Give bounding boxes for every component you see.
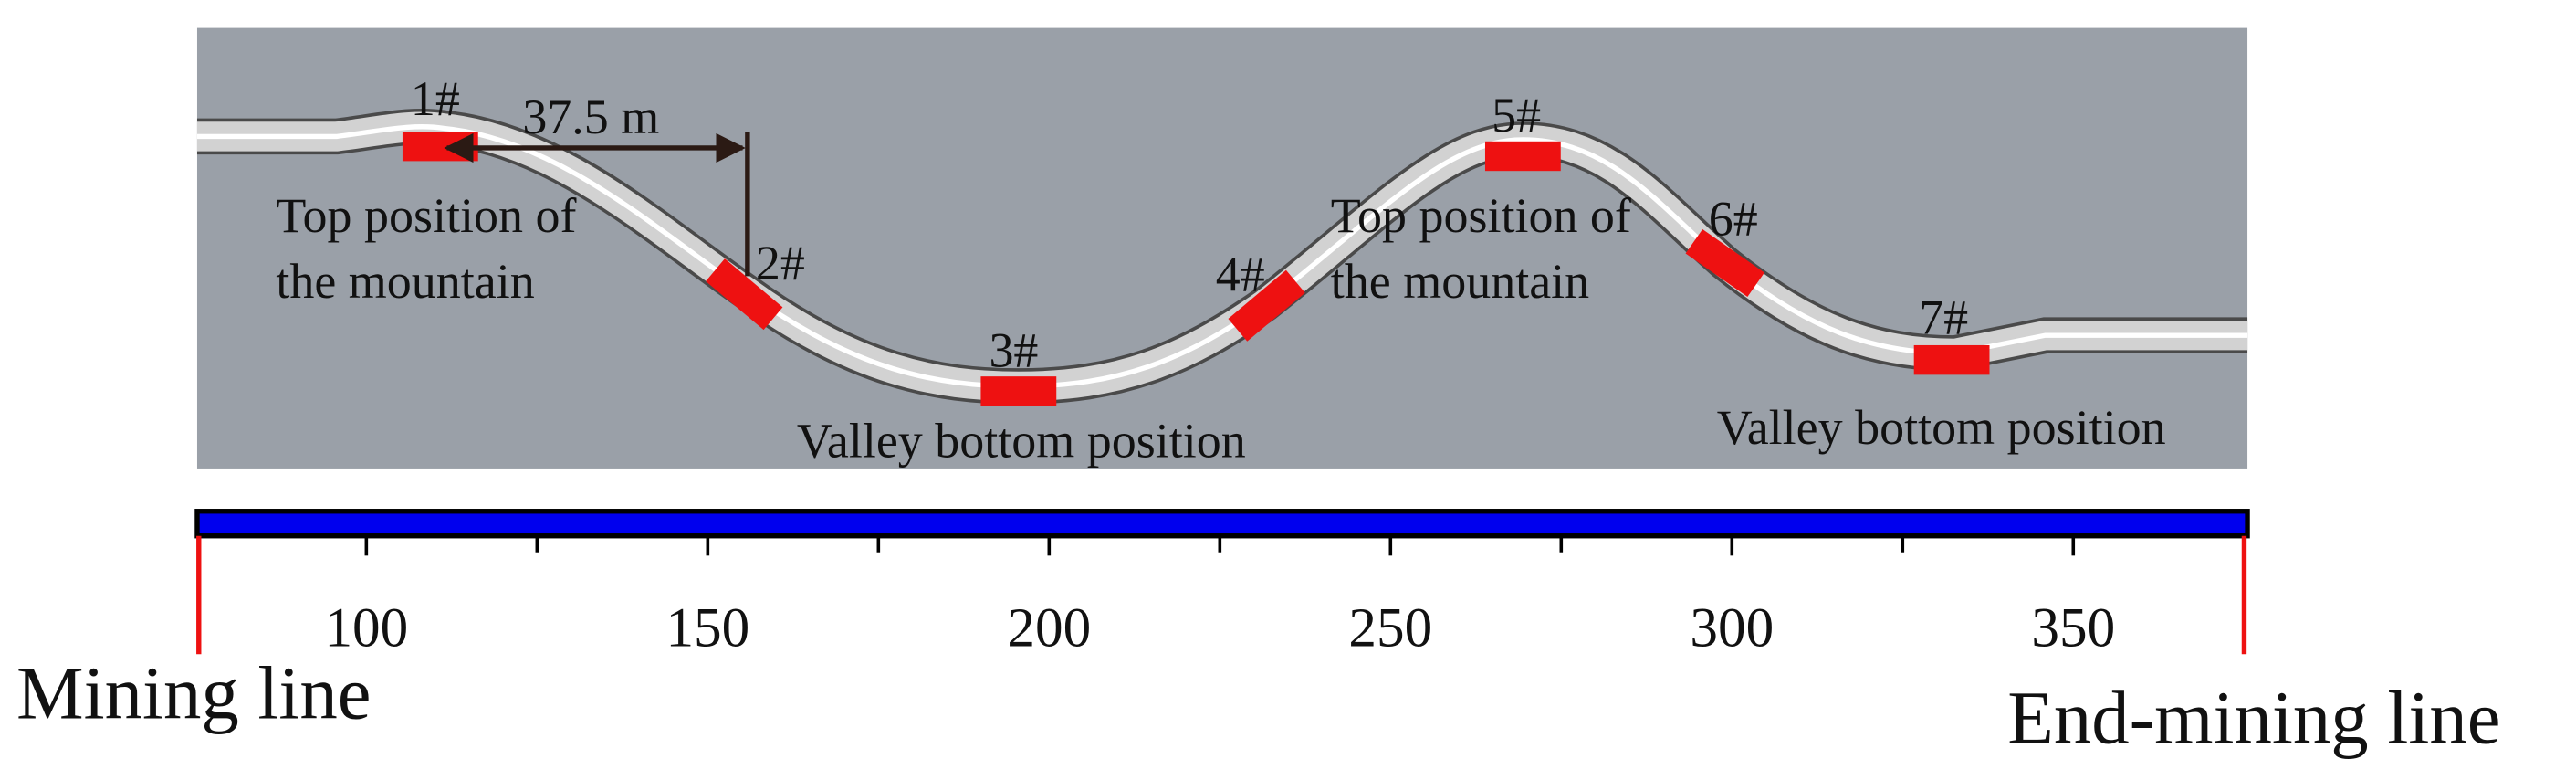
end-mining-line-label: End-mining line — [2007, 675, 2500, 759]
annotation: the mountain — [1331, 254, 1589, 309]
marker-label: 2# — [756, 236, 805, 290]
terrain-panel — [196, 27, 2248, 469]
marker-label: 5# — [1492, 88, 1541, 142]
distance-label: 37.5 m — [522, 90, 659, 144]
annotation: the mountain — [276, 254, 534, 309]
sensor — [706, 258, 783, 331]
tick-label: 150 — [665, 596, 749, 659]
annotation: Valley bottom position — [797, 413, 1246, 468]
annotation: Top position of — [1331, 188, 1631, 243]
sensor — [1685, 228, 1764, 297]
tick-label: 250 — [1348, 596, 1432, 659]
annotation: Top position of — [276, 188, 576, 243]
tick-label: 100 — [324, 596, 408, 659]
tick-label: 350 — [2031, 596, 2115, 659]
tick-label: 300 — [1690, 596, 1774, 659]
sensor — [1484, 141, 1561, 172]
scale-bar — [194, 509, 2250, 539]
marker-label: 4# — [1216, 248, 1265, 302]
tick-label: 200 — [1007, 596, 1091, 659]
sensor — [1913, 344, 1990, 375]
marker-label: 1# — [411, 71, 460, 126]
sensor — [980, 376, 1057, 406]
scale-ticks: 100 150 200 250 300 350 — [324, 535, 2246, 659]
marker-label: 6# — [1709, 191, 1758, 246]
annotation: Valley bottom position — [1717, 400, 2166, 455]
sensor — [1228, 269, 1305, 342]
sensors — [402, 131, 1990, 406]
marker-label: 7# — [1919, 290, 1968, 344]
marker-label: 3# — [989, 322, 1038, 377]
mining-line-label: Mining line — [16, 650, 372, 734]
